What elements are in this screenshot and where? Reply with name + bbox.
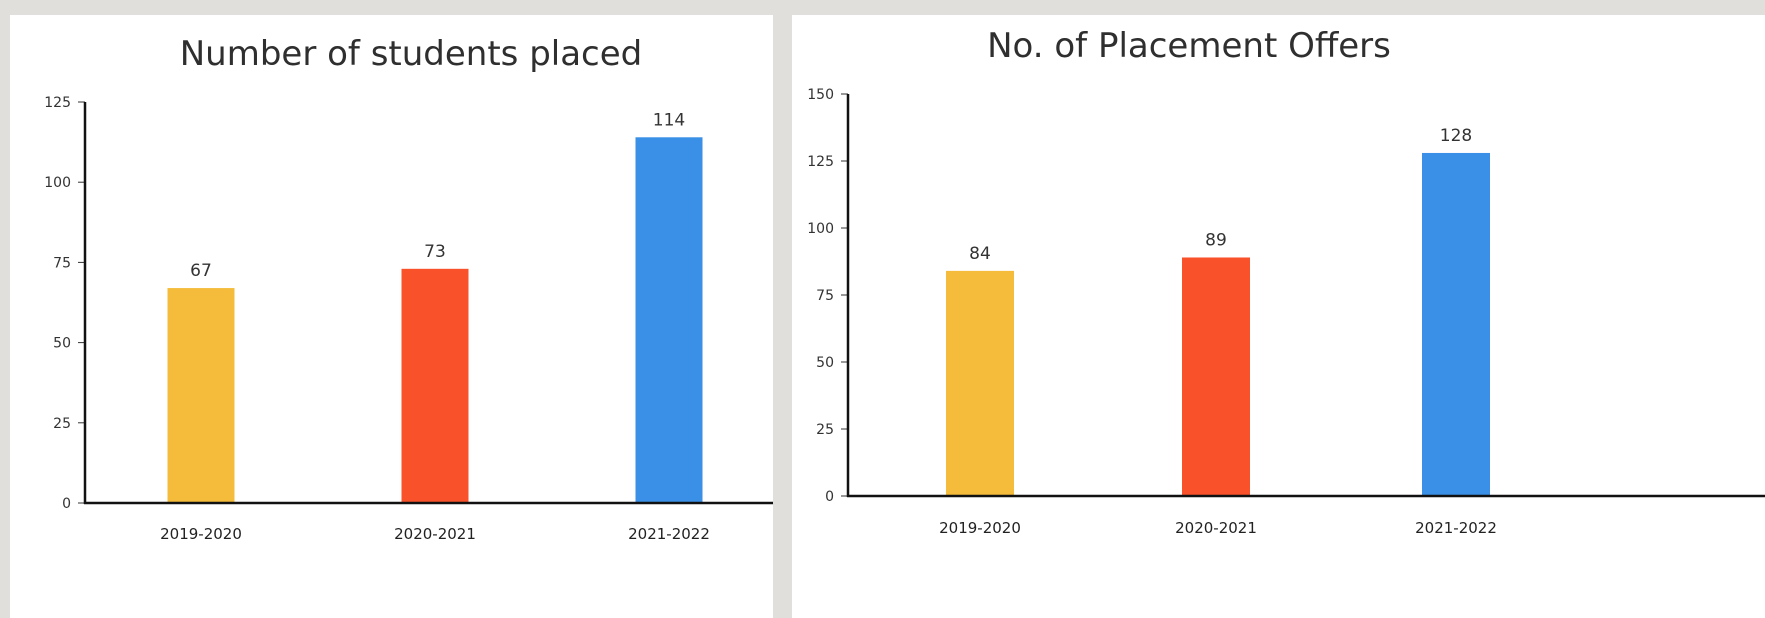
y-axis-tick-label: 0 [825, 489, 834, 505]
x-axis-category-label: 2020-2021 [394, 525, 476, 543]
chart-title: No. of Placement Offers [987, 26, 1391, 66]
students-placed-chart: Number of students placed 0 25 50 75 100 125 6… [44, 34, 773, 543]
y-axis-tick-label: 100 [44, 175, 71, 191]
y-axis-tick-label: 50 [816, 355, 834, 371]
bar-value-label: 73 [424, 242, 446, 262]
x-axis-category-label: 2019-2020 [939, 519, 1021, 537]
bar-value-label: 84 [969, 244, 991, 264]
x-axis-category-label: 2021-2022 [628, 525, 710, 543]
chart-title: Number of students placed [180, 34, 643, 74]
y-axis-tick-label: 100 [807, 221, 834, 237]
y-axis-tick-label: 25 [816, 422, 834, 438]
y-axis-tick-label: 125 [44, 95, 71, 111]
x-axis-category-label: 2019-2020 [160, 525, 242, 543]
x-axis-category-label: 2020-2021 [1175, 519, 1257, 537]
bar-2021-2022 [635, 137, 703, 503]
bar-2020-2021 [1182, 257, 1250, 496]
placement-offers-chart: No. of Placement Offers 0 25 50 75 100 125 150… [807, 26, 1765, 537]
bar-2021-2022 [1422, 152, 1490, 496]
bar-value-label: 89 [1205, 230, 1227, 250]
y-axis-tick-label: 150 [807, 87, 834, 103]
bar-2019-2020 [946, 270, 1014, 496]
bar-value-label: 128 [1440, 126, 1472, 146]
y-axis-tick-label: 0 [62, 496, 71, 512]
y-axis-tick-label: 75 [816, 288, 834, 304]
y-axis-tick-label: 50 [53, 336, 71, 352]
y-axis-tick-label: 125 [807, 154, 834, 170]
placement-offers-chart-panel: No. of Placement Offers 0 25 50 75 100 125 150… [792, 15, 1765, 618]
bar-2020-2021 [401, 268, 469, 503]
y-axis-tick-label: 25 [53, 416, 71, 432]
students-placed-chart-panel: Number of students placed 0 25 50 75 100 125 6… [10, 15, 773, 618]
bar-value-label: 114 [653, 110, 685, 130]
y-axis-tick-label: 75 [53, 255, 71, 271]
bar-2019-2020 [167, 288, 235, 503]
x-axis-category-label: 2021-2022 [1415, 519, 1497, 537]
bar-value-label: 67 [190, 261, 212, 281]
